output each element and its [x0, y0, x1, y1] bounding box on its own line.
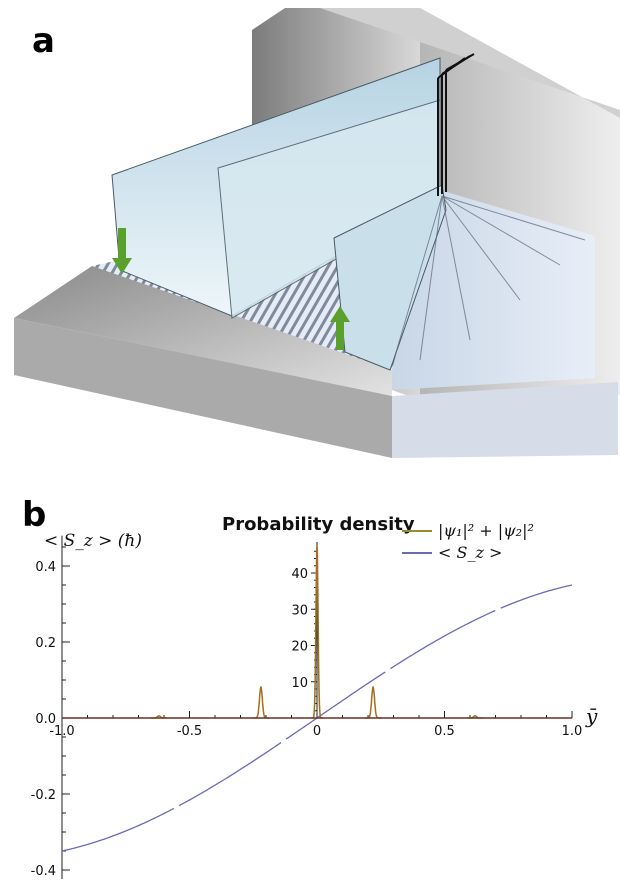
slit-lines	[437, 53, 475, 196]
left-tick-label: 0.4	[35, 560, 56, 575]
base-block-front	[14, 318, 392, 458]
chart-title: Probability density	[222, 514, 415, 535]
legend-label-density: |ψ₁|² + |ψ₂|²	[438, 521, 534, 540]
left-tick-label: -0.4	[31, 864, 56, 879]
x-axis-label: ȳ	[585, 704, 598, 728]
base-block-right	[392, 382, 618, 458]
left-tick-label: 0.2	[35, 636, 56, 651]
left-axis-label: < S_z > (ħ)	[44, 531, 142, 551]
panel-b-chart: b Probability density < S_z > (ħ) ȳ |ψ₁|…	[0, 480, 620, 883]
density-peak	[252, 685, 270, 719]
fan-lines	[391, 195, 586, 367]
density-tick-label: 40	[291, 567, 308, 582]
x-tick-label: 0.5	[434, 724, 455, 739]
density-tick-label: 20	[291, 640, 308, 655]
density-tick-label: 10	[291, 676, 308, 691]
left-tick-label: 0.0	[35, 712, 56, 727]
left-tick-label: -0.2	[31, 788, 56, 803]
x-tick-label: 1.0	[562, 724, 583, 739]
panel-a-illustration: a	[14, 8, 620, 458]
legend: |ψ₁|² + |ψ₂|² < S_z >	[402, 521, 534, 562]
density-peak-overlay	[364, 686, 382, 719]
density-peak-overlay	[252, 686, 270, 719]
x-tick-label: -0.5	[177, 724, 202, 739]
density-peak	[364, 685, 382, 719]
back-wall-top	[285, 8, 620, 118]
panel-a-svg: a	[14, 8, 620, 458]
spin-down-arrow-icon	[112, 228, 132, 274]
density-tick-label: 30	[291, 603, 308, 618]
x-tick-label: -1.0	[49, 724, 74, 739]
axes: 0.4 0.2 0.0 -0.2 -0.4 40 30 20 10 -1.0 -0.5 0 0.5 1.0	[31, 535, 583, 883]
chart-svg: b Probability density < S_z > (ħ) ȳ |ψ₁|…	[22, 495, 598, 883]
floor-right	[392, 190, 595, 390]
base-block-top-left	[14, 266, 392, 396]
x-tick-label: 0	[313, 724, 321, 739]
legend-label-sz: < S_z >	[438, 543, 502, 562]
spin-up-arrow-icon	[330, 306, 350, 350]
panel-a-label: a	[32, 21, 55, 61]
panel-b-label: b	[22, 495, 46, 535]
plot-area	[61, 545, 573, 852]
